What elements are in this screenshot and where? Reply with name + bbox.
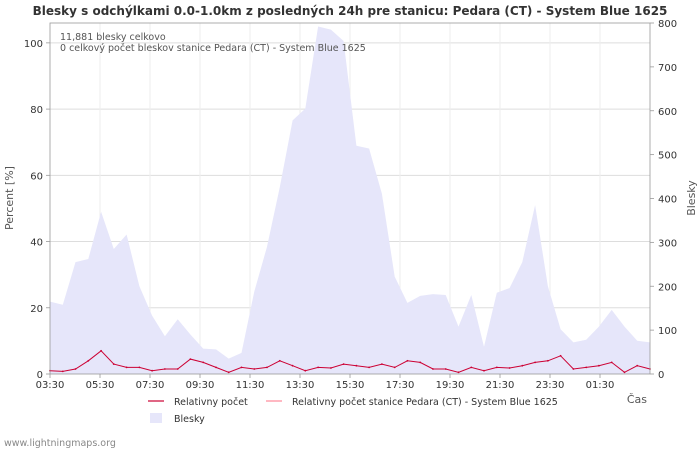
tick-label-right-2: 200 xyxy=(658,282,677,293)
series-1-point-27 xyxy=(393,366,396,369)
series-1-point-1 xyxy=(61,370,64,373)
series-1-point-46 xyxy=(636,364,639,367)
tick-label-x-2: 07:30 xyxy=(136,380,165,391)
series-1-point-3 xyxy=(87,359,90,362)
tick-label-left-1: 20 xyxy=(30,304,43,315)
legend-label-relative: Relativny počet xyxy=(174,397,248,408)
tick-label-x-1: 05:30 xyxy=(86,380,115,391)
series-1-point-15 xyxy=(240,366,243,369)
tick-label-left-5: 100 xyxy=(24,39,43,50)
series-1-point-11 xyxy=(189,358,192,360)
x-axis-label: Čas xyxy=(627,393,647,406)
series-1-point-18 xyxy=(278,359,281,362)
series-1-point-2 xyxy=(74,368,77,370)
series-1-point-10 xyxy=(176,368,179,370)
series-1-point-4 xyxy=(100,349,102,352)
tick-label-x-9: 21:30 xyxy=(486,380,515,391)
series-1-point-26 xyxy=(381,363,383,365)
tick-label-right-5: 500 xyxy=(658,151,677,162)
series-1-point-43 xyxy=(598,364,600,367)
series-1-point-6 xyxy=(125,366,128,369)
series-1-point-44 xyxy=(610,361,613,364)
series-1-point-21 xyxy=(317,366,319,369)
series-1-point-9 xyxy=(164,368,166,370)
tick-label-x-0: 03:30 xyxy=(36,380,65,391)
series-1-point-45 xyxy=(623,371,626,374)
tick-label-x-6: 15:30 xyxy=(336,380,365,391)
series-1-point-17 xyxy=(266,366,268,369)
series-1-point-34 xyxy=(483,369,485,372)
series-1-point-40 xyxy=(559,354,562,357)
tick-label-x-4: 11:30 xyxy=(236,380,265,391)
tick-label-x-11: 01:30 xyxy=(586,380,615,391)
annotation-station: 0 celkový počet bleskov stanice Pedara (… xyxy=(60,43,366,54)
series-1-point-29 xyxy=(419,361,422,364)
series-1-point-39 xyxy=(547,359,549,362)
series-1-point-22 xyxy=(330,367,332,369)
series-1-point-33 xyxy=(470,366,473,369)
watermark: www.lightningmaps.org xyxy=(4,438,116,449)
tick-label-right-1: 100 xyxy=(658,326,677,337)
annotation-total: 11,881 blesky celkovo xyxy=(60,32,166,43)
series-1-point-32 xyxy=(457,371,460,374)
tick-label-left-3: 60 xyxy=(30,171,43,182)
tick-label-right-8: 800 xyxy=(658,19,677,30)
tick-label-right-4: 400 xyxy=(658,195,677,206)
legend-label-station: Relativny počet stanice Pedara (CT) - Sy… xyxy=(292,397,558,408)
series-1-point-31 xyxy=(444,368,447,370)
tick-label-right-3: 300 xyxy=(658,238,677,249)
series-1-point-23 xyxy=(342,363,345,365)
series-line-1 xyxy=(49,350,651,373)
tick-label-x-5: 13:30 xyxy=(286,380,315,391)
tick-label-left-2: 40 xyxy=(30,238,43,249)
series-1-point-13 xyxy=(215,366,217,369)
series-1-point-37 xyxy=(521,364,524,367)
tick-label-x-7: 17:30 xyxy=(386,380,415,391)
series-1-point-5 xyxy=(112,363,115,365)
tick-label-right-7: 700 xyxy=(658,63,677,74)
chart-title: Blesky s odchýlkami 0.0-1.0km z posledný… xyxy=(33,4,668,18)
series-1-point-42 xyxy=(585,366,588,369)
series-1-point-38 xyxy=(534,361,536,364)
series-1-point-7 xyxy=(138,366,141,369)
series-1-point-30 xyxy=(432,368,434,370)
series-1-point-36 xyxy=(508,367,511,369)
series-area-blesky xyxy=(50,26,650,374)
series-1-point-35 xyxy=(495,366,498,369)
series-1-point-25 xyxy=(368,366,370,369)
series-1-point-14 xyxy=(227,371,230,374)
tick-label-right-0: 0 xyxy=(658,370,664,381)
series-1-point-19 xyxy=(291,364,294,367)
left-axis-label: Percent [%] xyxy=(3,166,16,230)
right-axis-label: Blesky xyxy=(685,180,698,216)
legend-label-blesky: Blesky xyxy=(174,414,205,425)
legend-swatch-blesky xyxy=(150,413,162,423)
series-1-point-41 xyxy=(572,368,575,370)
axis-layer: 0 20 40 60 80 100 0 100 200 300 400 500 600 700 800 03:… xyxy=(24,19,677,391)
series-1-point-28 xyxy=(406,359,409,362)
tick-label-right-6: 600 xyxy=(658,107,677,118)
tick-label-x-8: 19:30 xyxy=(436,380,465,391)
series-1-point-8 xyxy=(151,369,154,372)
area-layer xyxy=(50,26,650,374)
tick-label-x-3: 09:30 xyxy=(186,380,215,391)
tick-label-x-10: 23:30 xyxy=(536,380,565,391)
series-1-point-20 xyxy=(304,369,307,372)
tick-label-left-0: 0 xyxy=(37,370,43,381)
series-1-point-12 xyxy=(202,361,205,364)
series-1-point-16 xyxy=(253,368,256,370)
legend: Relativny počet Relativny počet stanice … xyxy=(148,397,558,425)
line-layer xyxy=(49,349,651,374)
series-1-point-24 xyxy=(355,364,358,367)
tick-label-left-4: 80 xyxy=(30,105,43,116)
